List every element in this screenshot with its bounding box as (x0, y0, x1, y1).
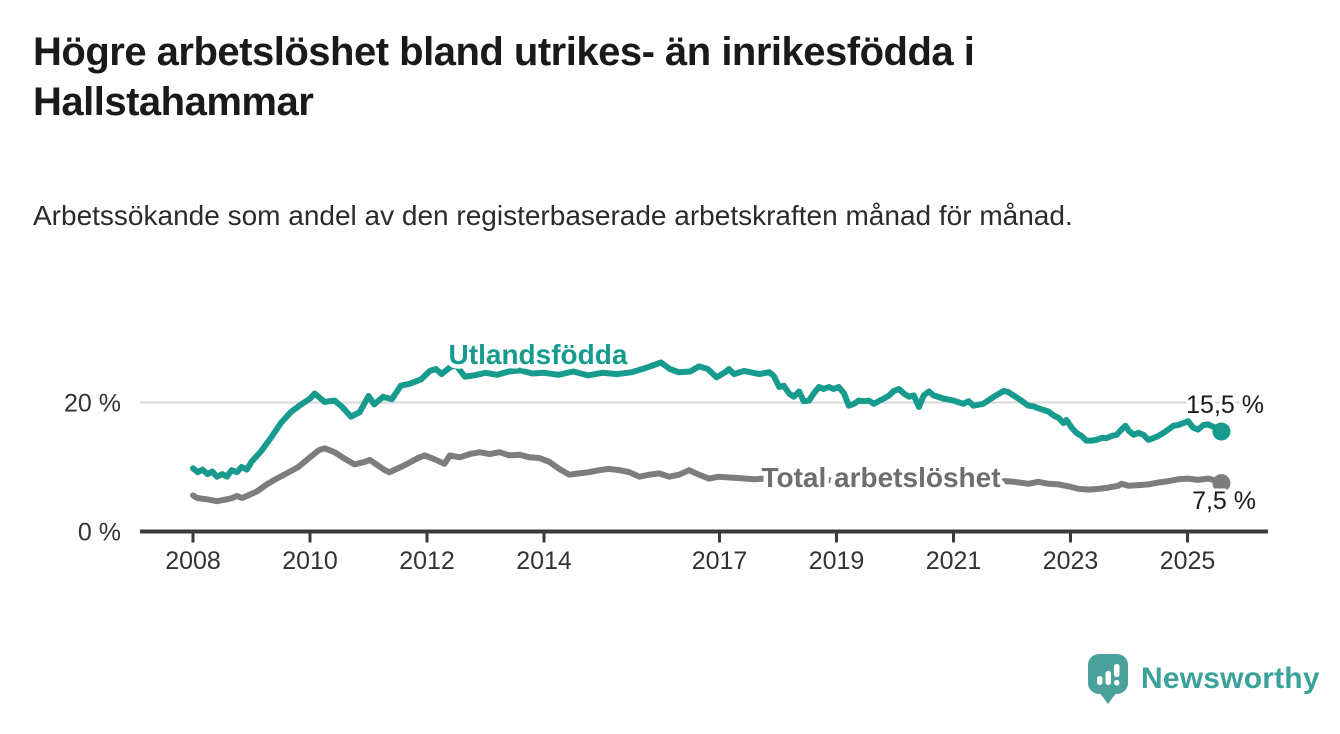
utlandsfodda-end-dot (1212, 422, 1231, 441)
x-tick-label: 2010 (282, 547, 338, 575)
total-line (190, 445, 1225, 505)
total-end-dot (1212, 474, 1231, 493)
newsworthy-logo-icon (1088, 654, 1128, 704)
x-tick-label: 2023 (1043, 547, 1099, 575)
x-tick-label: 2019 (809, 547, 865, 575)
total-label: Total arbetslöshet (761, 462, 1000, 493)
total-end-value-label: 7,5 % (1192, 487, 1256, 515)
x-tick-label: 2014 (516, 547, 572, 575)
x-tick-label: 2017 (692, 547, 748, 575)
y-tick-label: 0 % (78, 519, 121, 547)
utlandsfodda-line (190, 359, 1225, 480)
x-tick-label: 2025 (1160, 547, 1216, 575)
line-chart: 2008 2010 2012 2014 2017 2019 2021 2023 2025 20 %… (64, 339, 1268, 575)
x-tick-label: 2012 (399, 547, 455, 575)
brand-name: Newsworthy (1141, 662, 1320, 695)
brand-footer: Newsworthy (1086, 653, 1320, 705)
x-tick-label: 2008 (165, 547, 221, 575)
utlandsfodda-label: Utlandsfödda (449, 339, 628, 370)
y-tick-label: 20 % (64, 390, 121, 418)
chart-subtitle: Arbetssökande som andel av den registerb… (33, 200, 1073, 231)
utlandsfodda-end-value-label: 15,5 % (1186, 391, 1264, 419)
page-title: Högre arbetslöshet bland utrikes- än inr… (33, 30, 975, 124)
x-tick-label: 2021 (926, 547, 982, 575)
